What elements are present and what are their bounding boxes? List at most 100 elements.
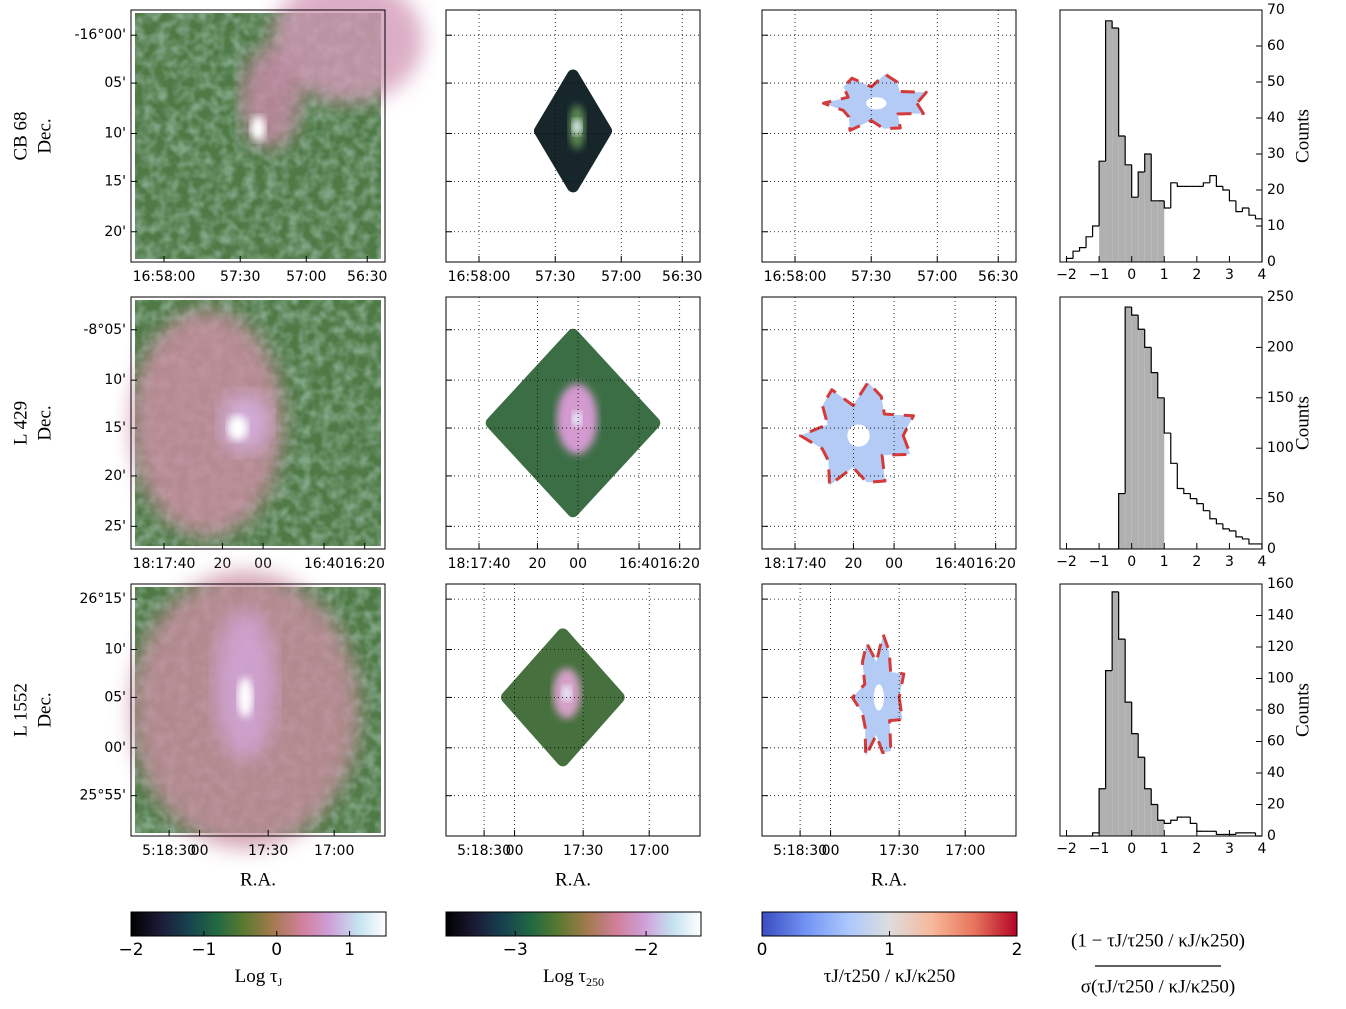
axes-frame [761,583,1017,837]
x-tick-label: 56:30 [347,269,387,285]
histogram-step [1091,832,1100,836]
x-tick-label: −1 [1089,554,1110,570]
histogram-step [1163,820,1171,824]
histogram-step [1118,492,1126,549]
histogram-bar [1190,186,1197,262]
histogram-bar [1151,372,1158,549]
histogram-step [1235,200,1243,213]
x-tick-label: 16:20 [976,556,1016,572]
y-tick-label: 40 [1267,765,1285,781]
histogram-bar [1197,831,1204,836]
histogram-bar [1112,28,1119,262]
histogram-bar [1112,591,1119,836]
histogram-bar [1164,208,1171,262]
y-tick-label: 30 [1267,146,1285,162]
x-tick-label: 2 [1192,554,1201,570]
colorbar-tick-label: 0 [271,940,282,960]
histogram-bar [1118,136,1126,262]
histogram-step [1144,757,1152,790]
histogram-bar [1229,531,1236,549]
y-tick-label: 0 [1267,254,1276,270]
histogram-bar [1138,172,1145,262]
histogram-step [1189,817,1197,824]
histogram-step [1215,175,1223,187]
y-tick-label: 50 [1267,491,1285,507]
histogram-step [1157,372,1165,399]
colorbar-label: τJ/τ250 / κJ/κ250 [824,966,956,987]
y-tick-label: 20 [1267,182,1285,198]
histogram-bar [1144,347,1152,549]
x-tick-label: 00 [191,843,209,859]
histogram-bar [1255,219,1262,262]
x-tick-label: 56:30 [978,269,1018,285]
histogram-bar [1236,537,1243,549]
x-tick-label: 16:20 [345,556,385,572]
histogram-step [1124,639,1132,703]
histogram-step [1078,247,1087,252]
axes-frame [761,296,1017,550]
histogram-step [1072,250,1080,259]
x-tick-label: 20 [529,556,547,572]
y-tick-label: 150 [1267,390,1294,406]
histogram-bar [1164,823,1171,836]
x-tick-label: 1 [1160,841,1169,857]
y-tick-label: 40 [1267,110,1285,126]
y-tick-label: 250 [1267,289,1294,305]
map-panel: 16:58:00 57:30 57:00 56:30 [761,9,1018,285]
axes-frame [130,296,386,550]
y-tick-label: 70 [1267,2,1285,18]
y-tick-label: 20' [104,224,126,240]
x-tick-label: 5:18:30 [457,843,511,859]
histogram-bar [1157,200,1165,262]
histogram-bar [1210,831,1217,836]
histogram-step [1254,215,1263,262]
histogram-bar [1184,494,1191,549]
histogram-bar [1144,788,1152,836]
histogram-step [1065,257,1074,262]
histogram-step [1137,315,1145,330]
x-tick-label: 3 [1225,267,1234,283]
histogram-step [1170,819,1178,824]
histogram-bar [1131,733,1139,836]
histogram-step [1255,543,1263,549]
x-tick-label: 2 [1192,841,1201,857]
x-tick-label: 18:17:40 [764,556,827,572]
x-tick-label: 16:40 [304,556,344,572]
y-tick-label: 160 [1267,576,1294,592]
histogram-bar [1138,329,1145,549]
histogram-step [1196,498,1204,505]
histogram-step [1241,207,1249,212]
x-axis-label: R.A. [871,869,907,890]
histogram-bar [1105,670,1113,836]
histogram-step [1209,510,1217,520]
x-tick-label: 16:58:00 [133,269,196,285]
histogram-step [1163,200,1171,209]
histogram-bar [1171,463,1178,549]
x-tick-label: −2 [1056,554,1077,570]
histogram-bar [1210,176,1217,262]
histogram-step [1176,463,1184,490]
x-tick-label: 3 [1225,554,1234,570]
histogram-bar [1223,529,1230,549]
axes-frame [761,9,1017,263]
y-tick-label: 00' [104,740,126,756]
axes-frame [1059,583,1263,837]
x-tick-label: 57:30 [220,269,260,285]
x-tick-label: 20 [214,556,232,572]
map-panel: 16:58:00 57:30 57:00 56:30 -16°00' 05' 10' 15' 2… [74,0,424,285]
histogram-bar [1177,489,1184,549]
y-tick-label: 15' [104,173,126,189]
histogram-bar [1151,200,1158,262]
x-tick-label: −1 [1089,841,1110,857]
histogram-step [1131,307,1139,316]
histogram-step [1241,536,1249,540]
histogram-step [1176,816,1184,821]
x-tick-label: 20 [845,556,863,572]
y-tick-label: 10' [104,642,126,658]
histogram-step [1111,591,1119,671]
histogram-step [1098,160,1106,226]
y-tick-label: 26°15' [80,591,126,607]
x-tick-label: 5:18:30 [142,843,196,859]
histogram-step [1157,804,1165,821]
